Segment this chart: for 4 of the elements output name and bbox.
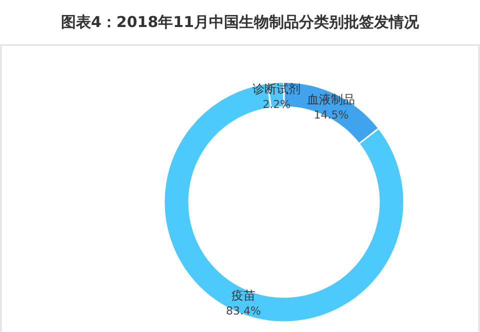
slice-label: 血液制品 <box>307 92 356 106</box>
chart-title: 图表4：2018年11月中国生物制品分类别批签发情况 <box>60 13 420 31</box>
slice-label: 疫苗 <box>232 288 256 303</box>
donut-slice <box>163 82 405 323</box>
